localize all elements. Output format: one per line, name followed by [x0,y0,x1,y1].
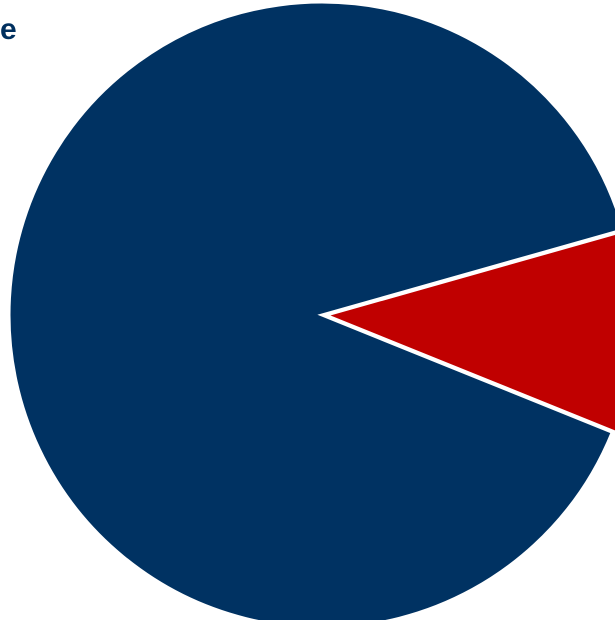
pie-slice-1 [7,0,615,620]
pie-slice-2 [321,231,615,434]
chart-title: e [0,13,17,46]
